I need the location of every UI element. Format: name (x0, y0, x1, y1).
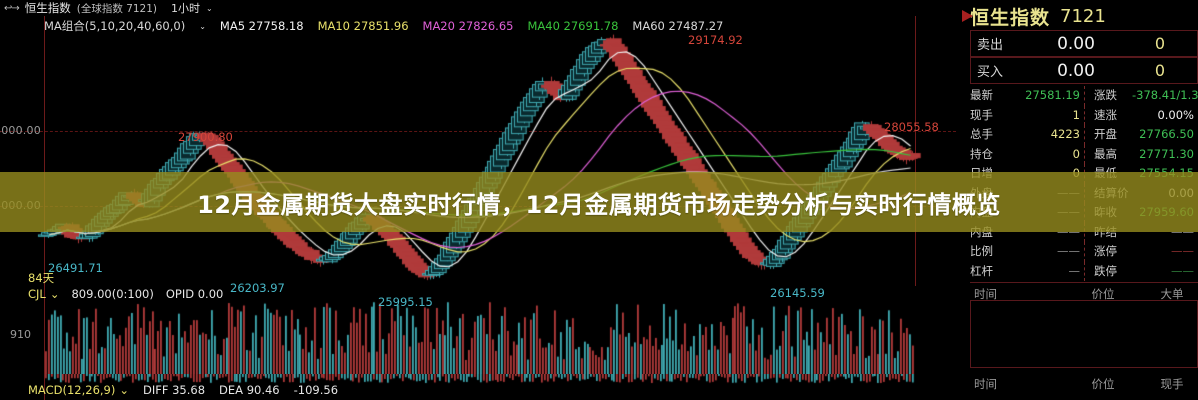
bid-row[interactable]: 买入 0.00 0 (970, 57, 1198, 84)
ma60-value: MA60 27487.27 (632, 19, 724, 33)
quote-row-separator (1084, 86, 1086, 106)
quote-row-label-right: 开盘 (1094, 127, 1117, 141)
price-tag-high-left: 27900.80 (178, 130, 233, 144)
opid-value: OPID 0.00 (165, 287, 224, 301)
bigorder-table-header: 时间 价位 大单 (970, 284, 1198, 304)
quote-row-separator (1084, 144, 1086, 164)
ma-legend[interactable]: MA组合(5,10,20,40,60,0) ⌄ MA5 27758.18 MA1… (44, 18, 723, 34)
bid-label: 买入 (977, 65, 1004, 80)
instrument-meta: (全球指数 7121) (76, 2, 158, 15)
quote-row-label-right: 最高 (1094, 146, 1117, 161)
bigorder-col-time: 时间 (974, 287, 997, 301)
quote-code: 7121 (1060, 5, 1106, 27)
quote-header: 恒生指数 7121 (962, 2, 1198, 30)
quote-row-value-right: 27766.50 (1139, 127, 1194, 141)
ticks-col-price: 价位 (1091, 377, 1115, 391)
quote-row-value-right: —— (1171, 263, 1194, 278)
volume-canvas (0, 286, 956, 374)
ask-qty: 0 (1154, 34, 1166, 53)
overlay-banner-background (0, 172, 1198, 232)
price-tag-low-mid2: 25995.15 (378, 295, 433, 309)
quote-row-separator (1084, 105, 1086, 125)
macd-panel[interactable]: MACD(12,26,9) ⌄ DIFF 35.68 DEA 90.46 -10… (0, 374, 956, 400)
bid-qty: 0 (1154, 61, 1166, 80)
bigorder-col-price: 价位 (1091, 287, 1115, 301)
quote-row-value-left: 4223 (1050, 127, 1080, 141)
macd-indicator-name[interactable]: MACD(12,26,9) (28, 383, 116, 397)
quote-row-value-left: 1 (1072, 107, 1080, 122)
candlestick-canvas (0, 16, 956, 286)
quote-row-label-left: 现手 (970, 107, 993, 122)
quote-row-label-right: 跌停 (1094, 263, 1117, 278)
quote-row-separator (1084, 261, 1086, 281)
ask-row[interactable]: 卖出 0.00 0 (970, 30, 1198, 57)
bigorder-col-size: 大单 (1160, 287, 1184, 301)
quote-row-label-right: 速涨 (1094, 107, 1117, 122)
ma-group-label[interactable]: MA组合(5,10,20,40,60,0) (44, 19, 186, 33)
ma10-value: MA10 27851.96 (317, 19, 409, 33)
quote-row-label-left: 杠杆 (970, 263, 993, 278)
quote-title: 恒生指数 (970, 6, 1051, 29)
macd-diff-value: DIFF 35.68 (142, 383, 206, 397)
quote-row-separator (1084, 222, 1086, 242)
quote-row-value-left: —— (1057, 244, 1080, 258)
ma40-value: MA40 27691.78 (527, 19, 619, 33)
volume-value: 809.00(0:100) (71, 287, 154, 301)
quote-row-label-right: 涨跌 (1094, 88, 1117, 102)
quote-row-value-right: 0.00% (1157, 107, 1194, 122)
quote-row-label-left: 持仓 (970, 146, 993, 161)
price-tag-high-peak: 29174.92 (688, 33, 743, 47)
yaxis-label-top: 8000.00 (0, 124, 41, 137)
bid-price: 0.00 (1057, 60, 1095, 81)
back-arrow-icon[interactable]: ↩→ (4, 2, 20, 14)
window-titlebar: ↩→ 恒生指数 (全球指数 7121) 1小时 ⌄ (0, 0, 1198, 16)
volume-scale-label: 910 (10, 328, 31, 341)
quote-row-value-left: 0 (1072, 146, 1080, 161)
chevron-down-icon[interactable]: ⌄ (49, 287, 60, 301)
quote-row-value-right: 27771.30 (1139, 146, 1194, 161)
ticks-col-size: 现手 (1160, 377, 1184, 391)
macd-bar-value: -109.56 (293, 383, 339, 397)
volume-panel[interactable]: 84天 CJL ⌄ 809.00(0:100) OPID 0.00 910 (0, 271, 956, 375)
chevron-down-icon[interactable]: ⌄ (119, 383, 129, 397)
days-label: 84天 (28, 271, 55, 285)
price-tag-low-right: 26145.59 (770, 286, 825, 300)
price-tag-high-right: 28055.58 (884, 120, 939, 134)
chevron-down-icon[interactable]: ⌄ (206, 3, 213, 13)
chevron-down-icon[interactable]: ⌄ (199, 21, 206, 31)
macd-canvas (0, 374, 956, 400)
quote-row-value-right: —— (1171, 244, 1194, 258)
bigorder-table-body[interactable] (970, 300, 1198, 368)
price-tag-low-left: 26491.71 (48, 261, 103, 275)
macd-legend[interactable]: MACD(12,26,9) ⌄ DIFF 35.68 DEA 90.46 -10… (28, 383, 338, 397)
volume-legend[interactable]: CJL ⌄ 809.00(0:100) OPID 0.00 (28, 287, 223, 301)
ask-label: 卖出 (977, 38, 1004, 53)
ma20-value: MA20 27826.65 (422, 19, 514, 33)
ticks-table-header: 时间 价位 现手 (970, 374, 1198, 394)
overlay-banner-text: 12月金属期货大盘实时行情，12月金属期货市场走势分析与实时行情概览 (197, 190, 1001, 219)
macd-dea-value: DEA 90.46 (219, 383, 280, 397)
quote-row-value-left: 27581.19 (1025, 88, 1080, 102)
period-selector[interactable]: 1小时 (171, 2, 201, 15)
quote-row-label-right: 涨停 (1094, 244, 1117, 258)
price-chart-panel[interactable]: MA组合(5,10,20,40,60,0) ⌄ MA5 27758.18 MA1… (0, 16, 956, 309)
marker-triangle-icon (962, 10, 973, 22)
quote-row-label-left: 总手 (970, 127, 993, 141)
instrument-name[interactable]: 恒生指数 (24, 1, 71, 15)
ticks-col-time: 时间 (974, 377, 997, 391)
ma5-value: MA5 27758.18 (219, 19, 304, 33)
quote-row-value-right: -378.41/1.35% (1132, 88, 1198, 102)
quote-row-separator (1084, 125, 1086, 145)
ask-price: 0.00 (1057, 33, 1095, 54)
quote-divider-top (970, 282, 1198, 283)
quote-row-label-left: 最新 (970, 88, 993, 102)
price-tag-low-mid1: 26203.97 (230, 281, 285, 295)
quote-row-value-left: — (1068, 263, 1081, 278)
quote-row-label-left: 比例 (970, 244, 993, 258)
volume-indicator-name[interactable]: CJL (28, 287, 46, 301)
quote-row-separator (1084, 242, 1086, 262)
